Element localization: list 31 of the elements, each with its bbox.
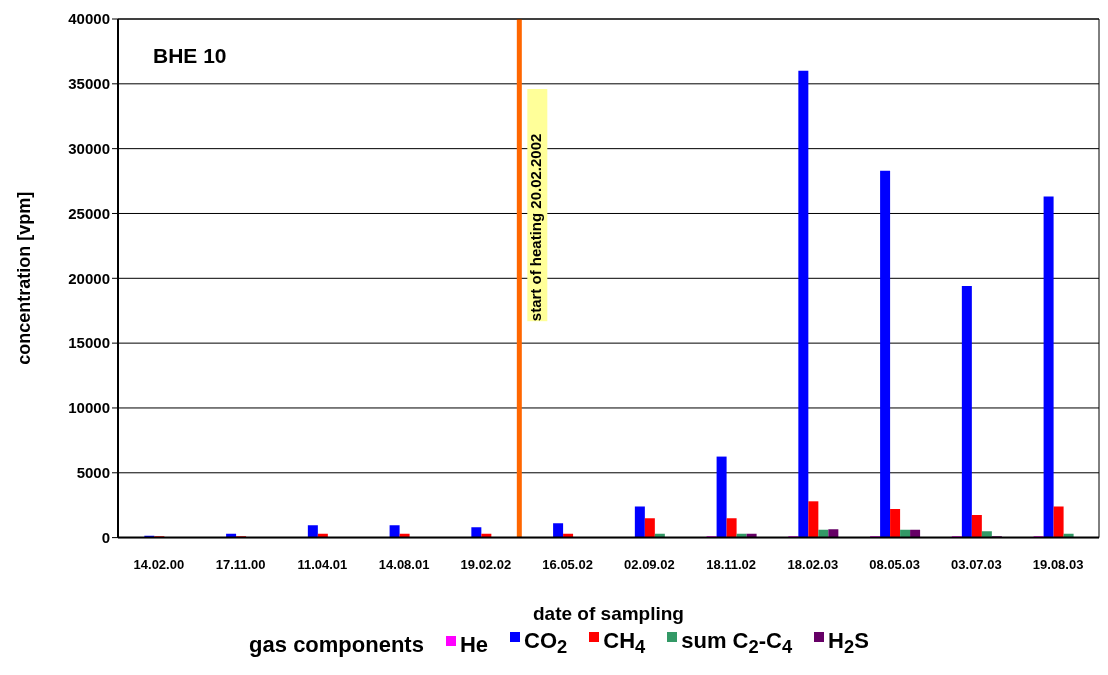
y-tick-label: 10000: [68, 399, 110, 417]
text: BHE 10: [153, 44, 227, 67]
ref-line-label: start of heating 20.02.2002: [527, 133, 545, 322]
y-tick-label: 40000: [68, 10, 110, 28]
y-tick-label: 5000: [76, 464, 110, 482]
y-tick-label: 20000: [68, 269, 110, 287]
y-axis-title: concentration [vpm]: [14, 191, 35, 365]
legend-label: CO$_{2}$: [524, 627, 568, 658]
legend-label: sum C$_{2}$-C$_{4}$: [681, 627, 793, 658]
x-tick-label: 14.08.01: [378, 556, 430, 572]
legend-label: CH$_{4}$: [603, 627, 646, 658]
x-tick-label: 19.08.03: [1032, 556, 1084, 572]
x-tick-label: 14.02.00: [133, 556, 185, 572]
x-tick-label: 08.05.03: [869, 556, 920, 572]
x-tick-label: 17.11.00: [215, 556, 266, 572]
x-axis-title: date of sampling: [533, 602, 684, 624]
x-tick-label: 11.04.01: [297, 556, 348, 572]
y-tick-label: 15000: [68, 334, 110, 352]
y-tick-label: 35000: [68, 75, 110, 93]
legend-title: gas components: [249, 632, 424, 658]
x-tick-label: 18.02.03: [787, 556, 839, 572]
y-tick-label: 0: [101, 528, 110, 546]
y-tick-label: 25000: [68, 204, 110, 222]
x-tick-label: 02.09.02: [624, 556, 675, 572]
legend-label: H$_{2}$S: [828, 627, 869, 658]
legend-label: He: [459, 632, 489, 658]
y-tick-label: 30000: [68, 139, 110, 157]
x-tick-label: 03.07.03: [951, 556, 1002, 572]
x-tick-label: 18.11.02: [706, 556, 757, 572]
x-tick-label: 16.05.02: [542, 556, 593, 572]
x-tick-label: 19.02.02: [460, 556, 512, 572]
